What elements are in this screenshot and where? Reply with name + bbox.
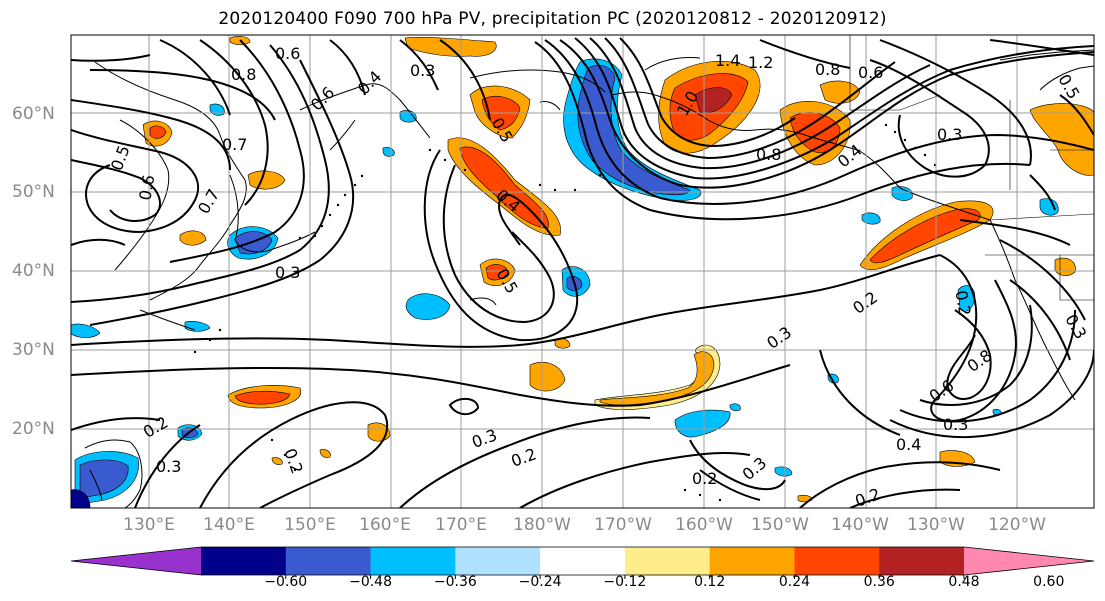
- colorbar-tick-label: 0.12: [694, 574, 726, 590]
- colorbar-tick-label: −0.36: [433, 574, 477, 590]
- contour-label: 1.4: [715, 51, 740, 70]
- pv-contours: [71, 37, 1094, 508]
- map-frame: [70, 34, 1095, 509]
- colorbar-bin: [879, 547, 965, 575]
- contour-label: 0.8: [815, 60, 840, 79]
- contour-label: 0.3: [937, 125, 962, 144]
- lon-label: 150°E: [284, 515, 336, 535]
- lon-label: 160°E: [359, 515, 411, 535]
- contour-label: 1.2: [748, 53, 773, 72]
- contour-label: 0.6: [858, 63, 883, 82]
- contour-label: 0.3: [275, 263, 300, 282]
- lat-label: 40°N: [12, 261, 55, 281]
- coastlines: [84, 49, 1094, 508]
- colorbar-extend-high: [964, 547, 1094, 575]
- contour-label: 0.6: [275, 44, 300, 63]
- contour-label: 0.8: [231, 65, 256, 84]
- contour-label: 0.6: [135, 173, 158, 201]
- lon-label: 160°W: [675, 515, 733, 535]
- colorbar-tick-label: 0.48: [948, 574, 980, 590]
- lat-label: 50°N: [12, 182, 55, 202]
- colorbar-bin: [540, 547, 626, 575]
- contour-label: 0.2: [853, 484, 883, 511]
- colorbar: [70, 546, 1095, 579]
- lat-label: 30°N: [12, 340, 55, 360]
- lon-label: 130°E: [123, 515, 175, 535]
- colorbar-bin: [285, 547, 372, 575]
- colorbar-bin: [455, 547, 541, 575]
- lon-label: 170°E: [435, 515, 487, 535]
- contour-label: 0.3: [410, 61, 435, 80]
- lon-label: 180°W: [513, 515, 571, 535]
- contour-label: 0.3: [943, 415, 968, 434]
- colorbar-tick-label: −0.12: [603, 574, 647, 590]
- colorbar-outline: [70, 546, 1095, 576]
- colorbar-tick-label: 0.60: [1033, 574, 1065, 590]
- colorbar-tick-label: −0.60: [264, 574, 308, 590]
- colorbar-bin: [709, 547, 795, 575]
- colorbar-tick-label: 0.36: [863, 574, 895, 590]
- colorbar-bin: [201, 547, 287, 575]
- colorbar-bin: [624, 547, 711, 575]
- lon-label: 150°W: [751, 515, 809, 535]
- colorbar-bin: [370, 547, 456, 575]
- figure-title: 2020120400 F090 700 hPa PV, precipitatio…: [218, 9, 887, 29]
- colorbar-extend-low: [71, 547, 201, 575]
- lon-label: 140°E: [203, 515, 255, 535]
- colorbar-tick-label: −0.24: [518, 574, 562, 590]
- colorbar-tick-label: 0.24: [778, 574, 811, 590]
- lat-label: 20°N: [12, 419, 55, 439]
- lon-label: 140°W: [831, 515, 889, 535]
- negative-anomaly-shading: [71, 58, 1059, 508]
- contour-label: 0.3: [156, 457, 181, 476]
- contour-label: 0.8: [756, 145, 781, 164]
- lat-label: 60°N: [12, 104, 55, 124]
- lon-label: 130°W: [907, 515, 965, 535]
- lon-label: 170°W: [594, 515, 652, 535]
- contour-label: 0.2: [692, 469, 717, 488]
- contour-label: 0.2: [951, 289, 974, 317]
- contour-label: 0.7: [222, 135, 247, 154]
- lon-label: 120°W: [988, 515, 1046, 535]
- contour-label: 0.4: [896, 435, 921, 454]
- colorbar-bin: [794, 547, 880, 575]
- colorbar-tick-label: −0.48: [349, 574, 392, 590]
